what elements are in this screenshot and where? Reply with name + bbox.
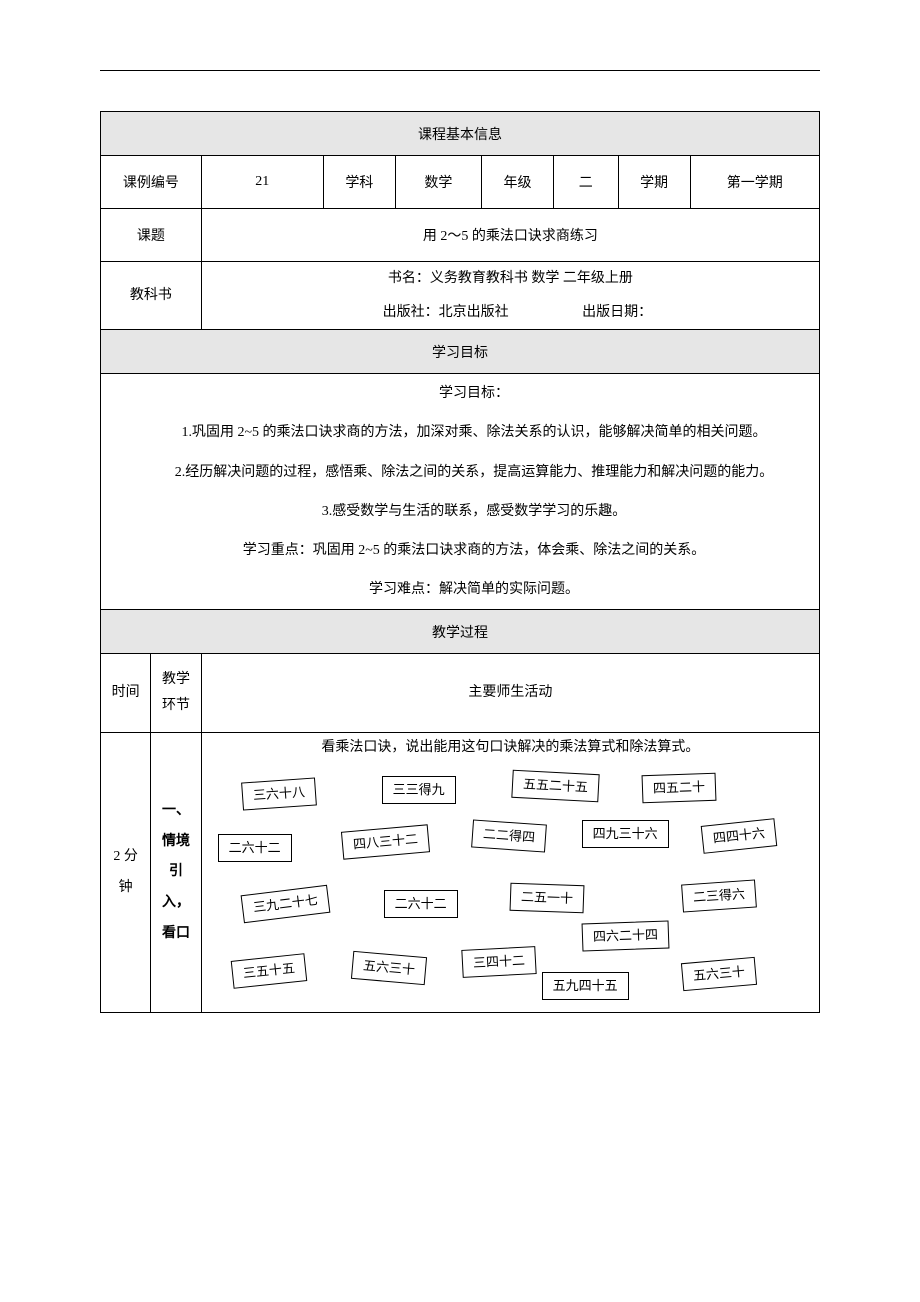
id-label: 课例编号 (101, 156, 202, 209)
book-pubdate: 出版日期： (512, 296, 652, 330)
mnemonic-card: 二五一十 (509, 883, 584, 914)
time-l2: 钟 (119, 880, 133, 895)
goals-g3: 3.感受数学与生活的联系，感受数学学习的乐趣。 (101, 492, 819, 531)
section-basic-info-label: 课程基本信息 (101, 112, 820, 156)
title-value: 用 2～5 的乘法口诀求商练习 (201, 209, 819, 262)
time-l1: 2 分 (113, 849, 138, 864)
activity-cell: 看乘法口诀，说出能用这句口诀解决的乘法算式和除法算式。 三六十八 三三得九 五五二十… (201, 733, 819, 1013)
book-label: 教科书 (101, 262, 202, 330)
section-process-label: 教学过程 (101, 610, 820, 654)
mnemonic-card: 四六二十四 (581, 921, 669, 952)
page: 课程基本信息 课例编号 21 学科 数学 年级 二 学期 第一学期 课题 用 2… (0, 0, 920, 1033)
col-activity: 主要师生活动 (201, 654, 819, 733)
card-area: 三六十八 三三得九 五五二十五 四五二十二六十二 四八三十二 二二得四 四九三十六 四四十六三… (202, 772, 819, 1012)
stage-line: 情境 (153, 827, 198, 858)
mnemonic-card: 四九三十六 (582, 820, 669, 848)
mnemonic-card: 三六十八 (241, 778, 317, 811)
main-table: 课程基本信息 课例编号 21 学科 数学 年级 二 学期 第一学期 课题 用 2… (100, 111, 820, 1013)
mnemonic-card: 二六十二 (384, 890, 458, 918)
goals-heading: 学习目标： (101, 374, 819, 413)
term-value: 第一学期 (690, 156, 819, 209)
mnemonic-card: 四八三十二 (341, 824, 430, 860)
book-publisher: 出版社：北京出版社 (369, 296, 509, 330)
goals-row: 学习目标： 1.巩固用 2~5 的乘法口诀求商的方法，加深对乘、除法关系的认识，… (101, 374, 820, 610)
term-label: 学期 (618, 156, 690, 209)
book-value: 书名：义务教育教科书 数学 二年级上册 出版社：北京出版社 出版日期： (201, 262, 819, 330)
mnemonic-card: 五六三十 (681, 957, 757, 992)
grade-value: 二 (553, 156, 618, 209)
book-row: 教科书 书名：义务教育教科书 数学 二年级上册 出版社：北京出版社 出版日期： (101, 262, 820, 330)
section-basic-info: 课程基本信息 (101, 112, 820, 156)
section-goals: 学习目标 (101, 330, 820, 374)
mnemonic-card: 二二得四 (471, 820, 547, 853)
id-value: 21 (201, 156, 323, 209)
time-cell: 2 分 钟 (101, 733, 151, 1013)
process-row-1: 2 分 钟 一、情境引入，看口 看乘法口诀，说出能用这句口诀解决的乘法算式和除法… (101, 733, 820, 1013)
col-stage: 教学 环节 (151, 654, 201, 733)
mnemonic-card: 三三得九 (382, 776, 456, 804)
stage-line: 入， (153, 888, 198, 919)
process-header-row: 时间 教学 环节 主要师生活动 (101, 654, 820, 733)
goals-cell: 学习目标： 1.巩固用 2~5 的乘法口诀求商的方法，加深对乘、除法关系的认识，… (101, 374, 820, 610)
mnemonic-card: 五九四十五 (542, 972, 629, 1000)
mnemonic-card: 五六三十 (351, 951, 427, 986)
mnemonic-card: 三九二十七 (240, 885, 330, 924)
grade-label: 年级 (482, 156, 554, 209)
section-goals-label: 学习目标 (101, 330, 820, 374)
goals-difficulty: 学习难点：解决简单的实际问题。 (101, 570, 819, 609)
col-time: 时间 (101, 654, 151, 733)
mnemonic-card: 五五二十五 (511, 770, 599, 803)
goals-g1: 1.巩固用 2~5 的乘法口诀求商的方法，加深对乘、除法关系的认识，能够解决简单… (101, 413, 819, 452)
activity-line1: 看乘法口诀，说出能用这句口诀解决的乘法算式和除法算式。 (202, 733, 819, 764)
mnemonic-card: 二六十二 (218, 834, 292, 862)
subject-label: 学科 (323, 156, 395, 209)
top-rule (100, 70, 820, 71)
mnemonic-card: 四四十六 (700, 818, 777, 854)
goals-g2: 2.经历解决问题的过程，感悟乘、除法之间的关系，提高运算能力、推理能力和解决问题… (101, 453, 819, 492)
col-stage-l1: 教学 (162, 672, 190, 687)
book-line1: 书名：义务教育教科书 数学 二年级上册 (202, 262, 819, 296)
subject-value: 数学 (395, 156, 481, 209)
col-stage-l2: 环节 (162, 698, 190, 713)
stage-cell: 一、情境引入，看口 (151, 733, 201, 1013)
mnemonic-card: 三五十五 (230, 953, 307, 989)
info-row: 课例编号 21 学科 数学 年级 二 学期 第一学期 (101, 156, 820, 209)
goals-focus: 学习重点：巩固用 2~5 的乘法口诀求商的方法，体会乘、除法之间的关系。 (101, 531, 819, 570)
mnemonic-card: 四五二十 (641, 773, 716, 804)
book-line2: 出版社：北京出版社 出版日期： (202, 296, 819, 330)
mnemonic-card: 三四十二 (461, 946, 536, 978)
section-process: 教学过程 (101, 610, 820, 654)
stage-line: 引 (153, 857, 198, 888)
stage-line: 一、 (153, 796, 198, 827)
title-row: 课题 用 2～5 的乘法口诀求商练习 (101, 209, 820, 262)
stage-line: 看口 (153, 919, 198, 950)
title-label: 课题 (101, 209, 202, 262)
mnemonic-card: 二三得六 (681, 880, 757, 913)
